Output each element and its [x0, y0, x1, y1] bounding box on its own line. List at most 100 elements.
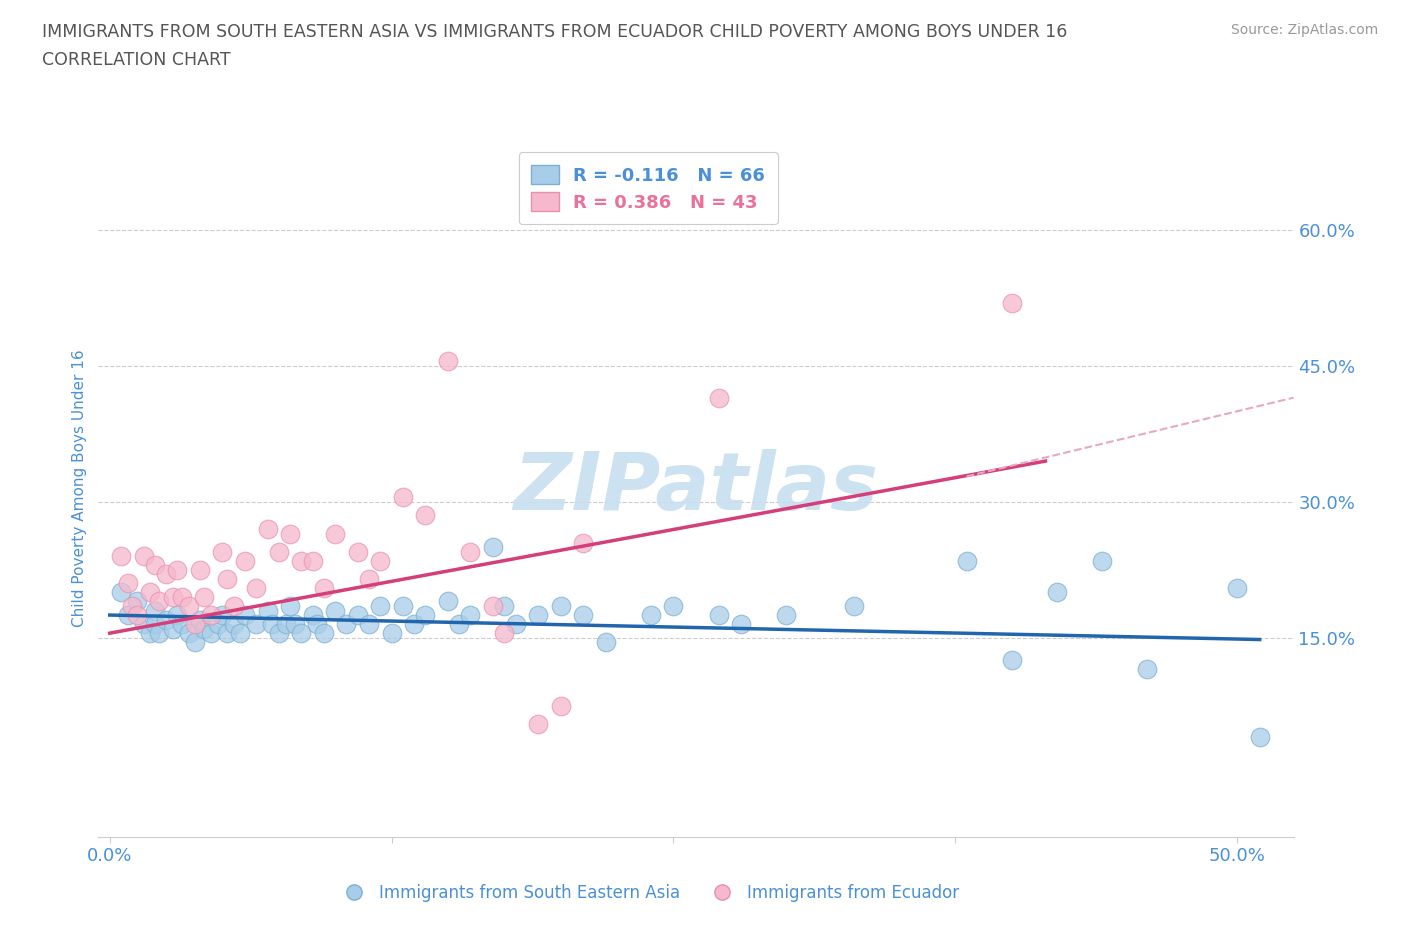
Point: [117, 576, 139, 591]
Point: [301, 553, 323, 568]
Point: [460, 544, 482, 559]
Point: [229, 626, 252, 641]
Point: [177, 599, 200, 614]
Point: [211, 544, 233, 559]
Point: [662, 599, 685, 614]
Point: [148, 594, 170, 609]
Point: [155, 612, 177, 627]
Point: [278, 526, 301, 541]
Point: [301, 607, 323, 622]
Point: [357, 617, 380, 631]
Point: [125, 607, 148, 622]
Point: [527, 607, 550, 622]
Point: [415, 508, 437, 523]
Point: [404, 617, 426, 631]
Point: [842, 599, 865, 614]
Point: [143, 603, 166, 618]
Point: [1136, 662, 1159, 677]
Point: [290, 553, 312, 568]
Point: [207, 617, 229, 631]
Point: [707, 391, 730, 405]
Point: [775, 607, 797, 622]
Point: [125, 594, 148, 609]
Point: [193, 590, 215, 604]
Point: [132, 617, 155, 631]
Point: [233, 553, 256, 568]
Point: [162, 621, 184, 636]
Point: [346, 544, 368, 559]
Point: [222, 617, 245, 631]
Text: CORRELATION CHART: CORRELATION CHART: [42, 51, 231, 69]
Point: [550, 698, 572, 713]
Point: [117, 607, 139, 622]
Point: [121, 599, 143, 614]
Point: [437, 594, 460, 609]
Point: [284, 617, 307, 631]
Point: [312, 626, 335, 641]
Text: ZIPatlas: ZIPatlas: [513, 449, 879, 527]
Point: [640, 607, 662, 622]
Point: [184, 635, 207, 650]
Point: [245, 617, 267, 631]
Point: [449, 617, 471, 631]
Point: [256, 603, 278, 618]
Point: [166, 607, 188, 622]
Point: [1226, 580, 1249, 595]
Point: [200, 626, 222, 641]
Point: [1001, 653, 1024, 668]
Point: [155, 567, 177, 582]
Point: [222, 599, 245, 614]
Point: [256, 522, 278, 537]
Point: [494, 599, 516, 614]
Point: [335, 617, 357, 631]
Point: [188, 612, 211, 627]
Legend: Immigrants from South Eastern Asia, Immigrants from Ecuador: Immigrants from South Eastern Asia, Immi…: [330, 878, 966, 909]
Point: [110, 549, 132, 564]
Point: [482, 539, 505, 554]
Point: [143, 558, 166, 573]
Point: [392, 599, 415, 614]
Point: [170, 590, 193, 604]
Point: [323, 603, 346, 618]
Point: [595, 635, 617, 650]
Point: [482, 599, 505, 614]
Point: [707, 607, 730, 622]
Point: [290, 626, 312, 641]
Point: [184, 617, 207, 631]
Point: [307, 617, 329, 631]
Point: [955, 553, 977, 568]
Point: [572, 607, 595, 622]
Point: [323, 526, 346, 541]
Point: [260, 617, 283, 631]
Point: [166, 563, 188, 578]
Point: [368, 553, 391, 568]
Point: [143, 617, 166, 631]
Point: [730, 617, 752, 631]
Text: IMMIGRANTS FROM SOUTH EASTERN ASIA VS IMMIGRANTS FROM ECUADOR CHILD POVERTY AMON: IMMIGRANTS FROM SOUTH EASTERN ASIA VS IM…: [42, 23, 1067, 41]
Point: [267, 626, 290, 641]
Point: [162, 590, 184, 604]
Point: [1001, 295, 1024, 310]
Point: [572, 535, 595, 550]
Point: [392, 490, 415, 505]
Y-axis label: Child Poverty Among Boys Under 16: Child Poverty Among Boys Under 16: [72, 350, 87, 627]
Point: [278, 599, 301, 614]
Point: [233, 607, 256, 622]
Point: [188, 563, 211, 578]
Point: [437, 354, 460, 369]
Point: [132, 549, 155, 564]
Point: [200, 607, 222, 622]
Point: [494, 626, 516, 641]
Point: [215, 571, 238, 586]
Point: [1249, 730, 1271, 745]
Point: [193, 621, 215, 636]
Point: [1046, 585, 1069, 600]
Point: [357, 571, 380, 586]
Point: [1091, 553, 1114, 568]
Point: [505, 617, 527, 631]
Point: [170, 617, 193, 631]
Text: Source: ZipAtlas.com: Source: ZipAtlas.com: [1230, 23, 1378, 37]
Point: [148, 626, 170, 641]
Point: [527, 716, 550, 731]
Point: [177, 626, 200, 641]
